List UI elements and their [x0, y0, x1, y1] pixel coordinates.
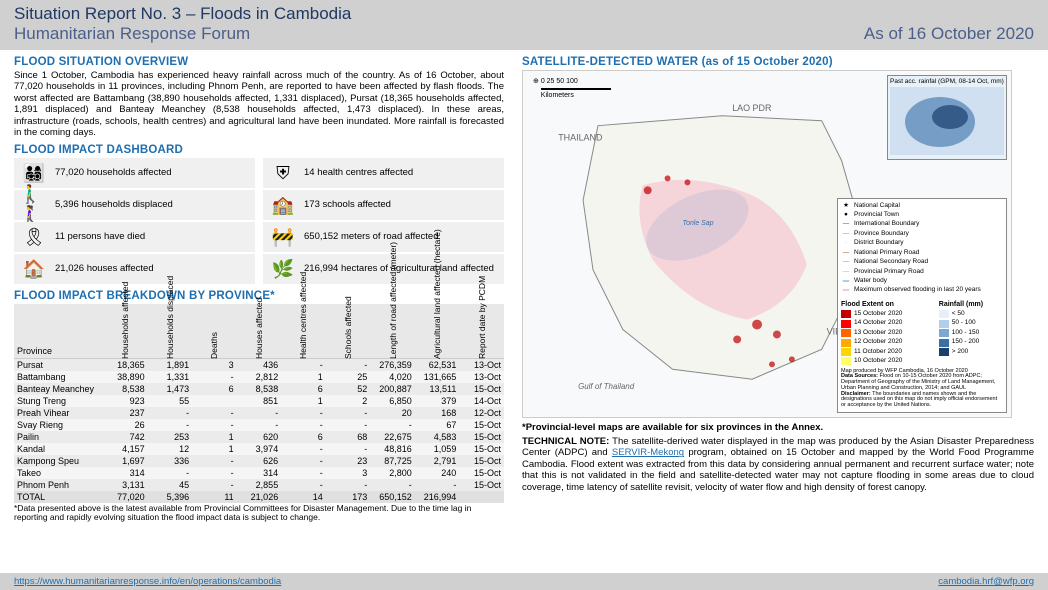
province-table: ProvinceHouseholds affectedHouseholds di… [14, 304, 504, 503]
dashboard-item: 🏫 173 schools affected [263, 190, 504, 220]
table-row: Kampong Speu1,697336-626-2387,7252,79115… [14, 455, 504, 467]
legend-flood-row: 14 October 2020 [841, 319, 933, 327]
map-legend: ★National Capital●Provincial Town—Intern… [837, 198, 1007, 413]
report-date: As of 16 October 2020 [864, 24, 1034, 44]
svg-text:Tonle Sap: Tonle Sap [682, 220, 713, 227]
svg-text:THAILAND: THAILAND [558, 133, 603, 143]
legend-symbol-row: ▬Maximum observed flooding in last 20 ye… [841, 286, 1003, 294]
dashboard-item: 👨‍👩‍👧‍👦 77,020 households affected [14, 158, 255, 188]
table-header: Households affected [103, 304, 148, 358]
legend-symbol-row: ●Provincial Town [841, 211, 1003, 219]
legend-symbol-row: ·District Boundary [841, 239, 1003, 247]
legend-rainfall-row: 50 - 100 [939, 319, 1003, 327]
table-row: Takeo314--314-32,80024015-Oct [14, 467, 504, 479]
dashboard-text: 5,396 households displaced [55, 200, 173, 210]
table-header: Deaths [192, 304, 237, 358]
dashboard-item: ⛨ 14 health centres affected [263, 158, 504, 188]
dashboard-icon: 🏠 [19, 257, 49, 281]
dashboard-item: 🚧 650,152 meters of road affected [263, 222, 504, 252]
legend-rainfall-row: < 50 [939, 310, 1003, 318]
table-total-row: TOTAL77,0205,3961121,02614173650,152216,… [14, 491, 504, 503]
legend-flood-row: 11 October 2020 [841, 348, 933, 356]
report-subtitle: Humanitarian Response Forum [14, 24, 250, 44]
annex-note: *Provincial-level maps are available for… [522, 422, 1034, 433]
legend-rainfall-row: > 200 [939, 348, 1003, 356]
dashboard-item: 🎗 11 persons have died [14, 222, 255, 252]
page-footer: https://www.humanitarianresponse.info/en… [0, 573, 1048, 590]
table-header: Houses affected [237, 304, 282, 358]
table-header: Schools affected [326, 304, 371, 358]
dashboard-text: 21,026 houses affected [55, 264, 154, 274]
svg-text:LAO PDR: LAO PDR [732, 103, 772, 113]
dashboard-text: 216,994 hectares of agricultural land af… [304, 264, 494, 274]
table-row: Battambang38,8901,331-2,8121254,020131,6… [14, 371, 504, 383]
legend-flood-row: 10 October 2020 [841, 357, 933, 365]
map-scale: ⊕ 0 25 50 100 Kilometers [533, 77, 611, 99]
rainfall-inset: Past acc. rainfal (GPM, 08-14 Oct, mm) [887, 75, 1007, 160]
table-row: Stung Treng92355851126,85037914-Oct [14, 395, 504, 407]
dashboard-icon: 🎗 [19, 225, 49, 249]
dashboard-icon: ⛨ [268, 161, 298, 185]
table-row: Svay Rieng26------6715-Oct [14, 419, 504, 431]
legend-flood-row: 15 October 2020 [841, 310, 933, 318]
table-header: Health centres affected [281, 304, 326, 358]
legend-symbol-row: ★National Capital [841, 202, 1003, 210]
svg-text:Gulf of Thailand: Gulf of Thailand [578, 382, 635, 391]
table-footnote: *Data presented above is the latest avai… [14, 504, 504, 523]
dashboard-item: 🏠 21,026 houses affected [14, 254, 255, 284]
dashboard-heading: FLOOD IMPACT DASHBOARD [14, 144, 504, 156]
table-row: Phnom Penh3,13145-2,855----15-Oct [14, 479, 504, 491]
table-row: Preah Vihear237-----2016812-Oct [14, 407, 504, 419]
dashboard-icon: 🚧 [268, 225, 298, 249]
dashboard-icon: 🚶‍♂️🚶‍♀️ [19, 193, 49, 217]
report-header: Situation Report No. 3 – Floods in Cambo… [0, 0, 1048, 50]
table-row: Banteay Meanchey8,5381,47368,538652200,8… [14, 383, 504, 395]
dashboard-text: 77,020 households affected [55, 168, 172, 178]
legend-symbol-row: —Provincial Primary Road [841, 268, 1003, 276]
legend-symbol-row: —International Boundary [841, 220, 1003, 228]
table-header: Province [14, 304, 103, 358]
table-header: Households displaced [148, 304, 193, 358]
report-title: Situation Report No. 3 – Floods in Cambo… [14, 4, 1034, 24]
table-header: Agricultural land affected (hectare) [415, 304, 460, 358]
table-row: Pailin742253162066822,6754,58315-Oct [14, 431, 504, 443]
legend-flood-row: 12 October 2020 [841, 338, 933, 346]
table-header: Length of road affected (meter) [370, 304, 415, 358]
overview-heading: FLOOD SITUATION OVERVIEW [14, 56, 504, 68]
dashboard-icon: 🏫 [268, 193, 298, 217]
legend-rainfall-row: 150 - 200 [939, 338, 1003, 346]
dashboard-text: 173 schools affected [304, 200, 391, 210]
footer-right-email[interactable]: cambodia.hrf@wfp.org [938, 576, 1034, 587]
legend-flood-row: 13 October 2020 [841, 329, 933, 337]
satellite-map: THAILAND LAO PDR VIETNAM Gulf of Thailan… [522, 70, 1012, 418]
dashboard-item: 🚶‍♂️🚶‍♀️ 5,396 households displaced [14, 190, 255, 220]
legend-symbol-row: —National Primary Road [841, 249, 1003, 257]
legend-symbol-row: ▬Water body [841, 277, 1003, 285]
dashboard-grid: 👨‍👩‍👧‍👦 77,020 households affected ⛨ 14 hea… [14, 158, 504, 284]
dashboard-icon: 🌿 [268, 257, 298, 281]
dashboard-text: 11 persons have died [55, 232, 145, 242]
legend-rainfall-row: 100 - 150 [939, 329, 1003, 337]
overview-text: Since 1 October, Cambodia has experience… [14, 70, 504, 138]
technical-note: TECHNICAL NOTE: The satellite-derived wa… [522, 436, 1034, 493]
dashboard-icon: 👨‍👩‍👧‍👦 [19, 161, 49, 185]
servir-link[interactable]: SERVIR-Mekong [612, 447, 684, 458]
table-row: Pursat18,3651,8913436--276,35962,53113-O… [14, 358, 504, 371]
legend-symbol-row: —National Secondary Road [841, 258, 1003, 266]
dashboard-text: 14 health centres affected [304, 168, 413, 178]
satellite-heading: SATELLITE-DETECTED WATER (as of 15 Octob… [522, 56, 1034, 68]
table-row: Kandal4,1571213,974--48,8161,05915-Oct [14, 443, 504, 455]
footer-left-link[interactable]: https://www.humanitarianresponse.info/en… [14, 576, 281, 587]
table-header: Report date by PCDM [459, 304, 504, 358]
legend-symbol-row: —Province Boundary [841, 230, 1003, 238]
dashboard-text: 650,152 meters of road affected [304, 232, 439, 242]
